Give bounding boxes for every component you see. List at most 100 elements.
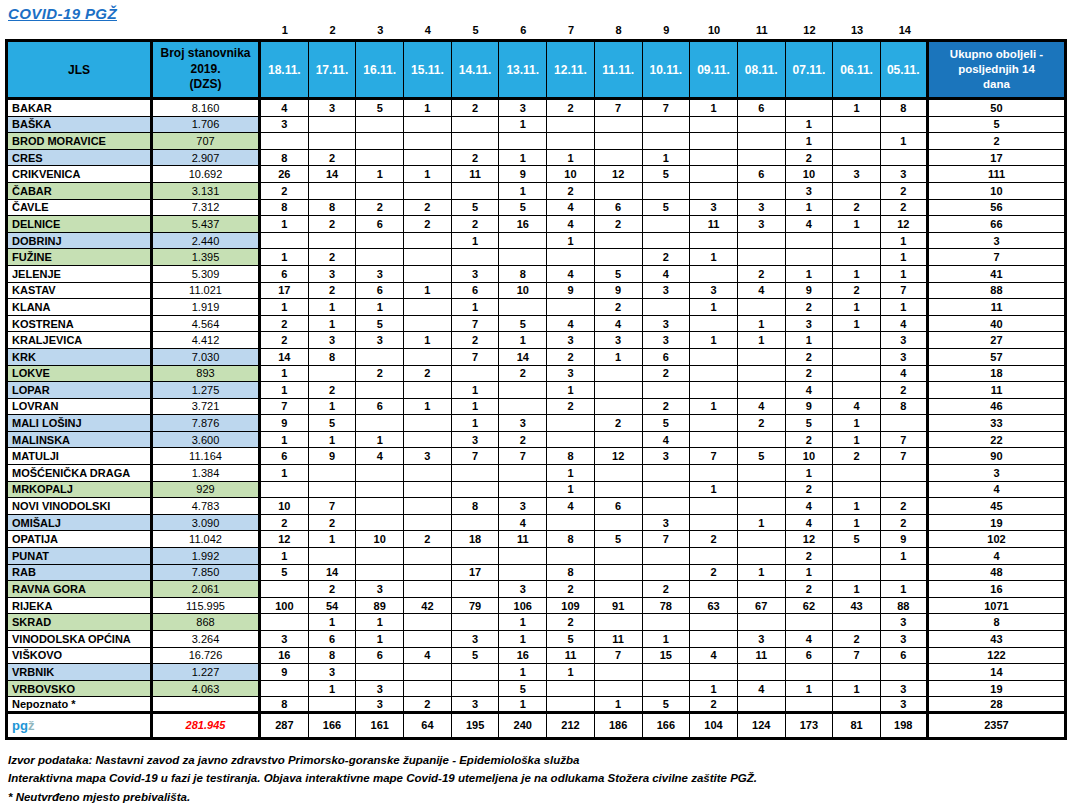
- cell-daily-cases: 7: [452, 448, 500, 465]
- cell-daily-cases: 1: [356, 299, 404, 316]
- row-total-14-days: 43: [929, 631, 1065, 648]
- cell-daily-cases: [404, 133, 452, 150]
- cell-daily-cases: [881, 565, 929, 582]
- cell-daily-cases: 1: [356, 631, 404, 648]
- cell-daily-cases: [595, 399, 643, 416]
- row-population: 3.090: [153, 515, 261, 532]
- cell-daily-cases: 4: [643, 266, 691, 283]
- row-population: 115.995: [153, 598, 261, 615]
- cell-daily-cases: 1: [833, 100, 881, 117]
- cell-daily-cases: 4: [547, 266, 595, 283]
- row-total-14-days: 122: [929, 648, 1065, 665]
- row-population: 868: [153, 614, 261, 631]
- total-row-daily-total: 161: [356, 714, 404, 737]
- cell-daily-cases: 1: [690, 332, 738, 349]
- cell-daily-cases: 4: [547, 216, 595, 233]
- cell-daily-cases: 3: [643, 332, 691, 349]
- cell-daily-cases: 3: [690, 200, 738, 217]
- cell-daily-cases: [404, 581, 452, 598]
- row-total-14-days: 4: [929, 548, 1065, 565]
- row-population: [153, 697, 261, 714]
- cell-daily-cases: 3: [547, 332, 595, 349]
- cell-daily-cases: [499, 548, 547, 565]
- cell-daily-cases: [547, 249, 595, 266]
- cell-daily-cases: 6: [595, 200, 643, 217]
- cell-daily-cases: 1: [499, 631, 547, 648]
- cell-daily-cases: [499, 133, 547, 150]
- cell-daily-cases: [833, 664, 881, 681]
- header-date: 11.11.: [595, 42, 643, 100]
- cell-daily-cases: [452, 581, 500, 598]
- cell-daily-cases: 2: [309, 581, 357, 598]
- cell-daily-cases: 4: [786, 631, 834, 648]
- cell-daily-cases: [690, 266, 738, 283]
- cell-daily-cases: [404, 233, 452, 250]
- cell-daily-cases: 3: [547, 366, 595, 383]
- row-population: 4.063: [153, 681, 261, 698]
- cell-daily-cases: 1: [595, 349, 643, 366]
- cell-daily-cases: 1: [786, 200, 834, 217]
- cell-daily-cases: 8: [452, 498, 500, 515]
- cell-daily-cases: 6: [643, 349, 691, 366]
- cell-daily-cases: 2: [452, 332, 500, 349]
- cell-daily-cases: 1: [690, 482, 738, 499]
- cell-daily-cases: 63: [690, 598, 738, 615]
- cell-daily-cases: 4: [738, 283, 786, 300]
- cell-daily-cases: 4: [643, 432, 691, 449]
- cell-daily-cases: 2: [309, 382, 357, 399]
- row-name: MALINSKA: [8, 432, 153, 449]
- cell-daily-cases: [738, 299, 786, 316]
- cell-daily-cases: [881, 482, 929, 499]
- cell-daily-cases: [452, 515, 500, 532]
- cell-daily-cases: 5: [786, 415, 834, 432]
- cell-daily-cases: 3: [643, 316, 691, 333]
- cell-daily-cases: [547, 548, 595, 565]
- cell-daily-cases: [404, 515, 452, 532]
- cell-daily-cases: 5: [452, 200, 500, 217]
- row-name: KASTAV: [8, 283, 153, 300]
- row-total-14-days: 11: [929, 382, 1065, 399]
- cell-daily-cases: 2: [404, 216, 452, 233]
- day-number: 14: [881, 23, 929, 39]
- cell-daily-cases: 7: [595, 100, 643, 117]
- header-date: 15.11.: [404, 42, 452, 100]
- cell-daily-cases: 1: [499, 664, 547, 681]
- cell-daily-cases: 2: [595, 299, 643, 316]
- cell-daily-cases: [738, 117, 786, 134]
- page-title: COVID-19 PGŽ: [8, 5, 117, 22]
- cell-daily-cases: 1: [738, 515, 786, 532]
- cell-daily-cases: [404, 299, 452, 316]
- cell-daily-cases: 1: [643, 631, 691, 648]
- row-population: 7.312: [153, 200, 261, 217]
- row-name: VRBNIK: [8, 664, 153, 681]
- cell-daily-cases: 2: [404, 697, 452, 714]
- cell-daily-cases: 2: [547, 100, 595, 117]
- cell-daily-cases: 1: [261, 366, 309, 383]
- cell-daily-cases: 6: [356, 399, 404, 416]
- cell-daily-cases: 2: [547, 581, 595, 598]
- cell-daily-cases: 8: [261, 150, 309, 167]
- row-population: 5.437: [153, 216, 261, 233]
- cell-daily-cases: 8: [881, 100, 929, 117]
- cell-daily-cases: 8: [547, 448, 595, 465]
- row-population: 3.264: [153, 631, 261, 648]
- cell-daily-cases: [833, 366, 881, 383]
- cell-daily-cases: 5: [595, 266, 643, 283]
- total-row-daily-total: 186: [595, 714, 643, 737]
- cell-daily-cases: 1: [261, 299, 309, 316]
- cell-daily-cases: [833, 117, 881, 134]
- grand-total-14-days: 2357: [929, 714, 1065, 737]
- cell-daily-cases: 1: [404, 283, 452, 300]
- cell-daily-cases: [499, 233, 547, 250]
- cell-daily-cases: [595, 150, 643, 167]
- cell-daily-cases: 8: [309, 349, 357, 366]
- cell-daily-cases: 1: [833, 498, 881, 515]
- row-total-14-days: 8: [929, 614, 1065, 631]
- cell-daily-cases: [881, 664, 929, 681]
- row-total-14-days: 11: [929, 299, 1065, 316]
- total-row-daily-total: 287: [261, 714, 309, 737]
- cell-daily-cases: [833, 349, 881, 366]
- cell-daily-cases: [786, 664, 834, 681]
- row-population: 4.783: [153, 498, 261, 515]
- cell-daily-cases: 3: [356, 681, 404, 698]
